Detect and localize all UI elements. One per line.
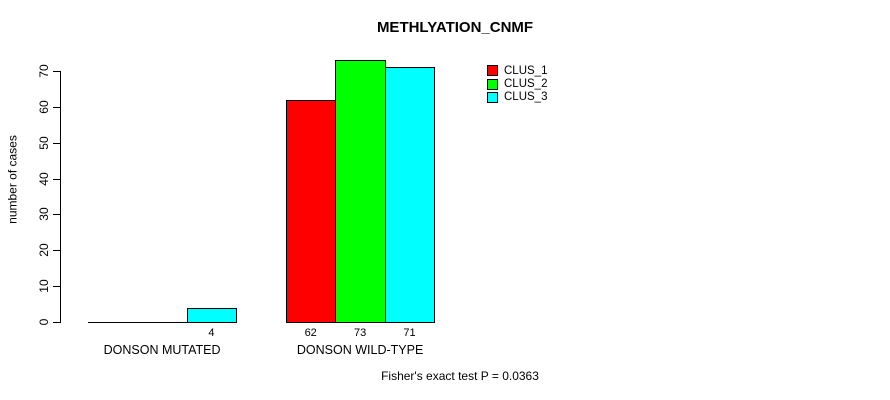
y-tick-label: 50	[37, 136, 51, 150]
legend: CLUS_1 CLUS_2 CLUS_3	[487, 64, 547, 104]
y-axis-tick	[53, 106, 60, 108]
legend-swatch-clus_2	[487, 78, 498, 90]
legend-item: CLUS_2	[487, 77, 547, 90]
category-label: DONSON WILD-TYPE	[296, 343, 424, 357]
legend-swatch-clus_1	[487, 65, 498, 77]
y-tick-label: 20	[37, 243, 51, 257]
y-axis-line	[60, 71, 61, 323]
bar-value-label: 71	[403, 327, 416, 339]
y-axis-tick	[53, 250, 60, 252]
legend-label: CLUS_1	[504, 64, 548, 77]
group-baseline	[88, 322, 237, 323]
bar-clus_3	[384, 67, 436, 323]
y-tick-label: 0	[37, 318, 51, 326]
y-axis-tick	[53, 178, 60, 180]
y-axis-tick	[53, 322, 60, 323]
bar-clus_3	[186, 307, 238, 323]
category-label: DONSON MUTATED	[103, 343, 221, 357]
y-axis-tick	[53, 71, 60, 72]
y-tick-label: 70	[37, 64, 51, 78]
bar-value-label: 73	[353, 327, 367, 339]
bar-value-label: 62	[304, 327, 317, 339]
chart-title: METHLYATION_CNMF	[376, 19, 534, 36]
y-tick-label: 10	[37, 279, 51, 293]
y-axis-tick	[53, 286, 60, 288]
y-tick-label: 40	[37, 171, 51, 186]
y-axis-tick	[53, 214, 60, 216]
legend-item: CLUS_1	[487, 64, 547, 77]
legend-item: CLUS_3	[487, 91, 547, 104]
y-tick-label: 60	[37, 100, 51, 114]
y-axis-title: number of cases	[5, 135, 20, 224]
legend-label: CLUS_3	[504, 91, 548, 104]
bar-value-label: 4	[208, 327, 215, 339]
bar-clus_1	[286, 99, 337, 323]
legend-label: CLUS_2	[504, 78, 548, 91]
stat-test-annotation: Fisher's exact test P = 0.0363	[381, 369, 539, 383]
bar-clus_2	[335, 60, 386, 323]
legend-swatch-clus_3	[487, 91, 498, 103]
y-axis-tick	[53, 142, 60, 144]
y-tick-label: 30	[37, 207, 51, 222]
